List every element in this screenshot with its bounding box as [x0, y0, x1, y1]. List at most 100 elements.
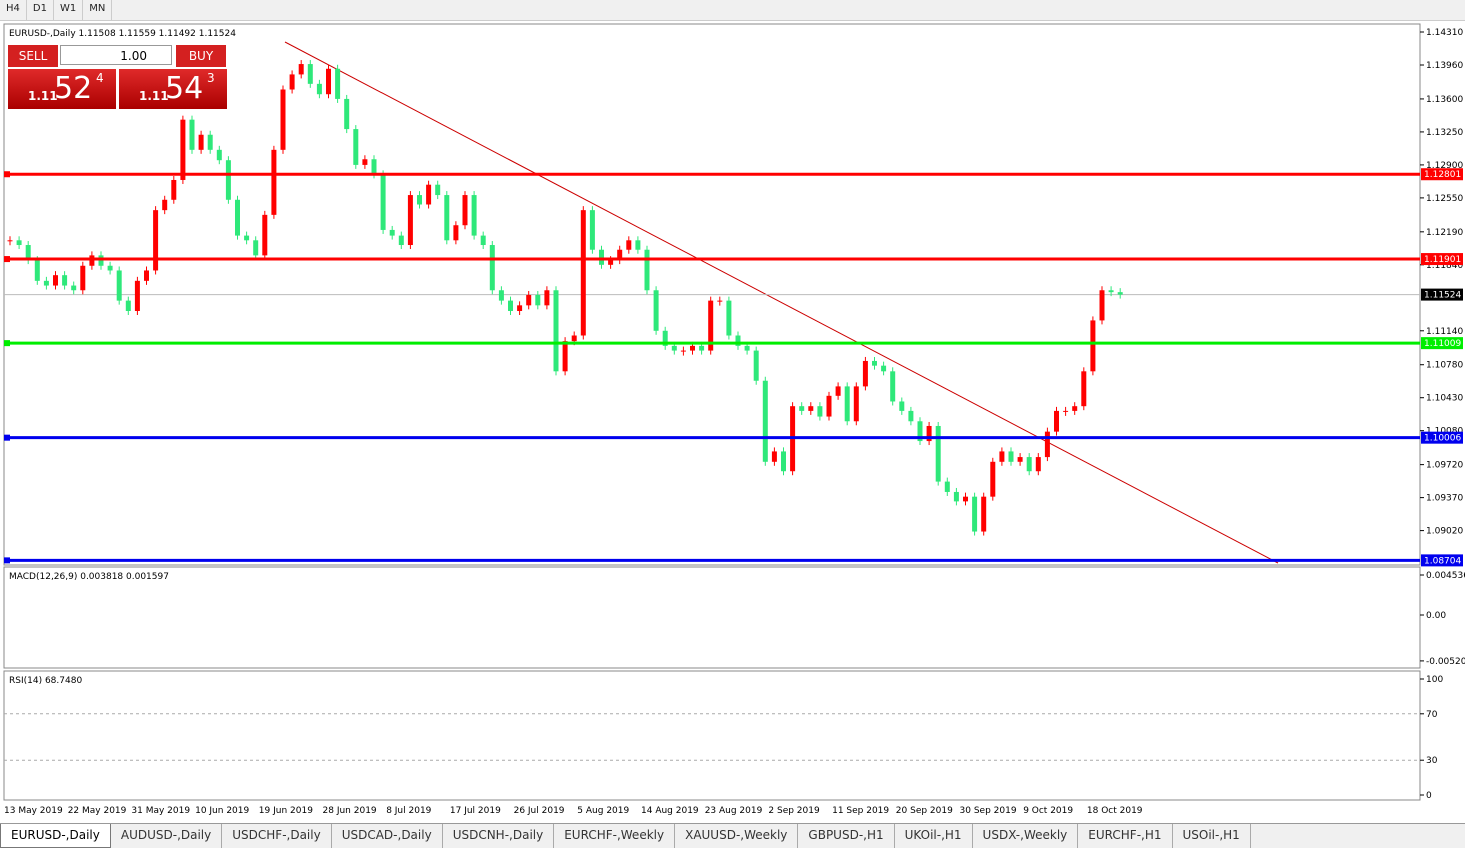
timeframe-button[interactable]: MN — [83, 0, 113, 20]
chart-tab[interactable]: GBPUSD-,H1 — [798, 824, 895, 848]
macd-label: -0.005205 — [1426, 657, 1465, 667]
candle — [43, 280, 49, 286]
candle — [771, 451, 777, 462]
timeframe-bar: H4 D1 W1 MN — [0, 0, 1465, 21]
candle — [489, 245, 495, 291]
candle — [690, 345, 695, 351]
candle — [125, 300, 131, 311]
candle — [271, 149, 277, 215]
candle — [444, 195, 450, 241]
chart-tab[interactable]: USOil-,H1 — [1173, 824, 1251, 848]
level-box — [1421, 554, 1463, 567]
chart-tab[interactable]: EURCHF-,Weekly — [554, 824, 676, 848]
candle — [207, 134, 213, 150]
chart-tab[interactable]: EURCHF-,H1 — [1078, 824, 1173, 848]
date-label: 26 Jul 2019 — [514, 806, 565, 816]
candle — [862, 360, 868, 387]
candle — [735, 335, 741, 346]
current-price-box — [1421, 288, 1463, 301]
volume-input[interactable]: 1.00 — [60, 45, 172, 65]
bid-quote[interactable]: 1.11 52 4 — [8, 69, 116, 109]
price-label: 1.09370 — [1426, 494, 1463, 504]
price-label: 1.12550 — [1426, 194, 1463, 204]
price-label: 1.13960 — [1426, 61, 1463, 71]
candle — [335, 68, 341, 99]
candle — [653, 290, 659, 331]
chart-tab[interactable]: USDX-,Weekly — [973, 824, 1079, 848]
candle — [872, 360, 877, 366]
candle — [116, 270, 122, 301]
candle — [535, 294, 541, 306]
rsi-header: RSI(14) 68.7480 — [9, 676, 82, 686]
candle — [498, 290, 504, 301]
level-box — [1421, 253, 1463, 266]
candle — [844, 386, 850, 422]
chart-tab[interactable]: USDCNH-,Daily — [443, 824, 555, 848]
candle — [225, 160, 231, 200]
rsi-label: 30 — [1426, 756, 1438, 766]
date-label: 14 Aug 2019 — [641, 806, 699, 816]
candle — [353, 129, 359, 165]
candle — [808, 406, 814, 411]
candle — [189, 119, 195, 150]
candle — [1099, 290, 1105, 321]
candle — [644, 249, 650, 291]
rsi-label: 100 — [1426, 675, 1443, 685]
candle — [34, 260, 40, 281]
level-label: 1.10006 — [1424, 434, 1461, 444]
candle — [298, 64, 304, 75]
level-box — [1421, 337, 1463, 350]
timeframe-button[interactable]: W1 — [54, 0, 84, 20]
macd-label: 0.00 — [1426, 611, 1446, 621]
candle — [7, 240, 13, 242]
candle — [471, 195, 477, 236]
date-label: 31 May 2019 — [131, 806, 190, 816]
macd-label: 0.004536 — [1426, 571, 1465, 581]
trendline — [284, 41, 1279, 564]
date-label: 9 Oct 2019 — [1023, 806, 1073, 816]
candle — [626, 240, 632, 250]
candle — [1072, 406, 1078, 411]
candle — [726, 300, 732, 336]
price-label: 1.12190 — [1426, 228, 1463, 238]
candle — [180, 119, 186, 180]
date-label: 19 Jun 2019 — [259, 806, 313, 816]
candle — [62, 275, 68, 286]
price-label: 1.14310 — [1426, 28, 1463, 38]
level-label: 1.08704 — [1424, 556, 1461, 566]
candle — [326, 68, 331, 95]
candle — [134, 280, 140, 311]
candle — [853, 386, 859, 422]
level-handle — [4, 171, 10, 178]
buy-button[interactable]: BUY — [176, 45, 226, 67]
candle — [981, 496, 987, 532]
candle — [917, 421, 923, 442]
date-label: 28 Jun 2019 — [323, 806, 377, 816]
chart-tab[interactable]: USDCHF-,Daily — [222, 824, 332, 848]
chart-header: EURUSD-,Daily 1.11508 1.11559 1.11492 1.… — [9, 29, 236, 39]
candle — [935, 425, 941, 482]
date-label: 20 Sep 2019 — [896, 806, 953, 816]
chart-tab[interactable]: AUDUSD-,Daily — [111, 824, 223, 848]
chart-tab[interactable]: USDCAD-,Daily — [332, 824, 443, 848]
macd-header: MACD(12,26,9) 0.003818 0.001597 — [9, 572, 169, 582]
sell-button[interactable]: SELL — [8, 45, 58, 67]
candle — [316, 83, 322, 95]
ask-main: 54 — [165, 71, 204, 106]
chart-tab[interactable]: EURUSD-,Daily — [0, 824, 111, 848]
candle — [589, 210, 595, 250]
candle — [963, 496, 968, 502]
ask-quote[interactable]: 1.11 54 3 — [119, 69, 227, 109]
candle — [417, 195, 422, 205]
level-handle — [4, 340, 10, 347]
timeframe-button[interactable]: D1 — [27, 0, 54, 20]
candle — [671, 345, 677, 351]
chart-tab[interactable]: XAUUSD-,Weekly — [675, 824, 799, 848]
timeframe-button[interactable]: H4 — [0, 0, 27, 20]
candle — [953, 491, 959, 502]
chart-tab[interactable]: UKOil-,H1 — [895, 824, 973, 848]
candle — [1090, 320, 1096, 372]
candle — [972, 496, 978, 532]
candle — [435, 184, 441, 196]
